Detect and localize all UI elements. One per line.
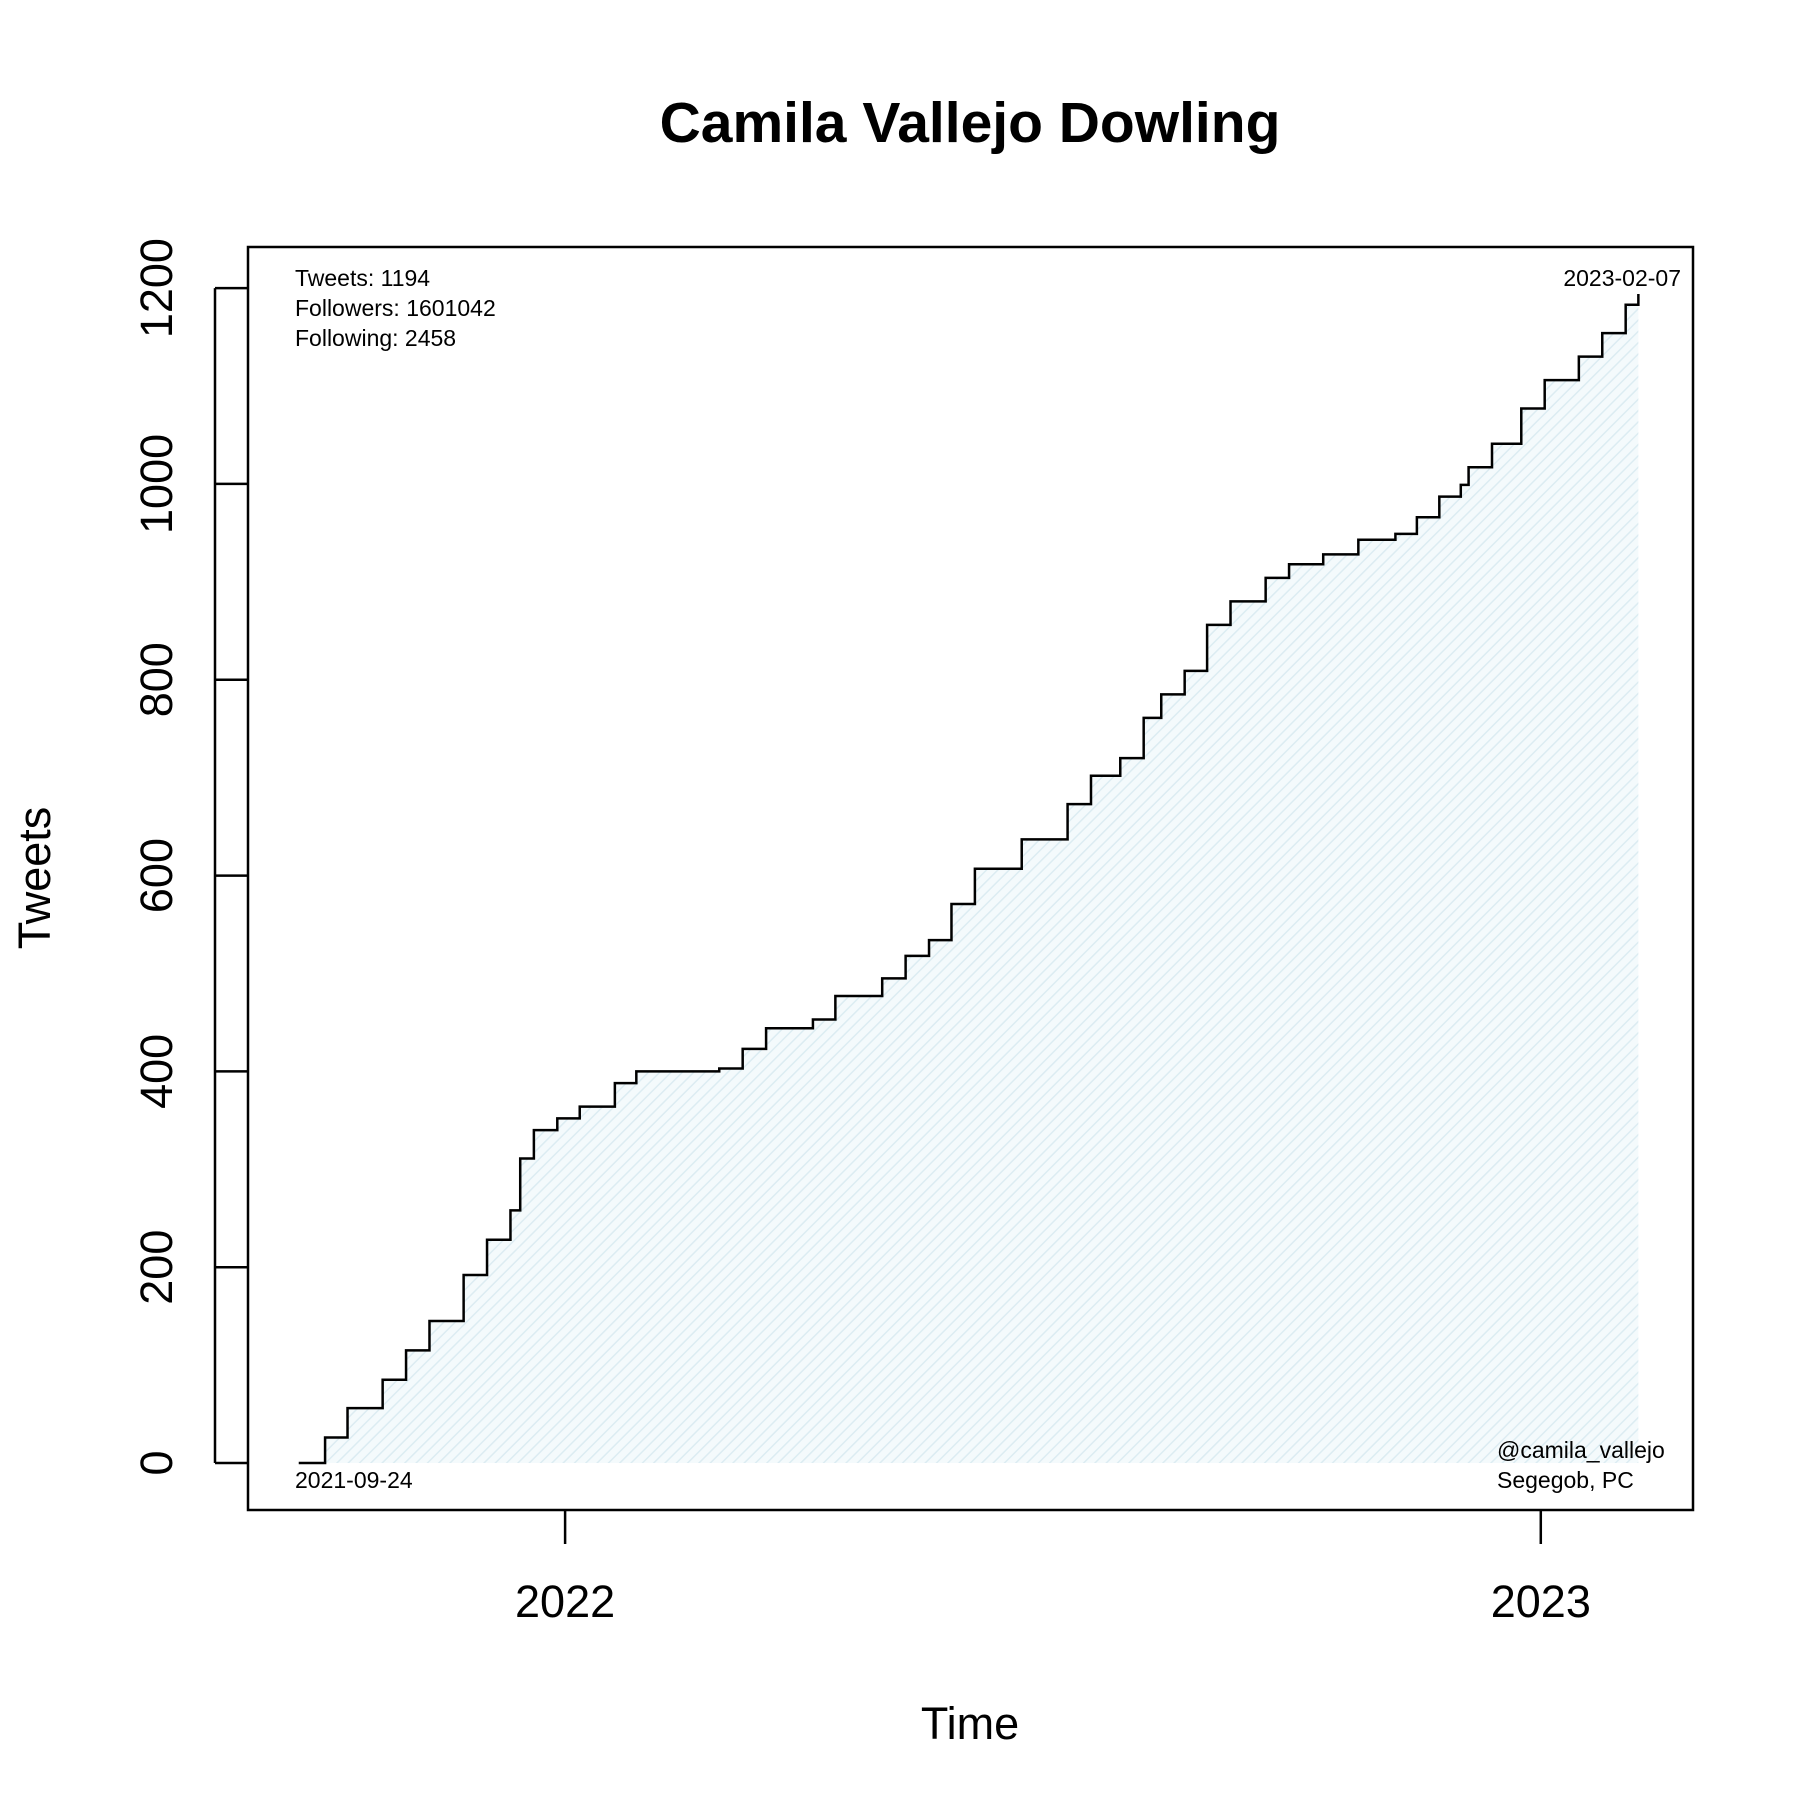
y-tick-label: 1000: [131, 434, 182, 534]
cumulative-line: [298, 293, 1640, 1465]
stats-annotation: Tweets: 1194: [295, 265, 430, 291]
account-annotation: @camila_vallejo: [1497, 1437, 1665, 1463]
stats-annotation: Followers: 1601042: [295, 295, 496, 321]
area-fill: [298, 293, 1639, 1464]
start-date-annotation: 2021-09-24: [295, 1467, 413, 1493]
chart-title: Camila Vallejo Dowling: [660, 91, 1281, 155]
account-annotation: Segegob, PC: [1497, 1467, 1634, 1493]
end-date-annotation: 2023-02-07: [1563, 265, 1681, 291]
y-tick-label: 200: [131, 1230, 182, 1305]
x-tick-label: 2023: [1491, 1576, 1591, 1627]
y-tick-label: 600: [131, 838, 182, 913]
y-axis-label: Tweets: [9, 807, 60, 950]
y-tick-label: 1200: [131, 238, 182, 338]
x-axis-label: Time: [921, 1698, 1019, 1749]
y-tick-label: 800: [131, 642, 182, 717]
plot-frame: [246, 245, 1695, 1512]
stats-annotation: Following: 2458: [295, 325, 456, 351]
x-tick-label: 2022: [515, 1576, 615, 1627]
y-tick-label: 400: [131, 1034, 182, 1109]
y-tick-label: 0: [131, 1450, 182, 1475]
